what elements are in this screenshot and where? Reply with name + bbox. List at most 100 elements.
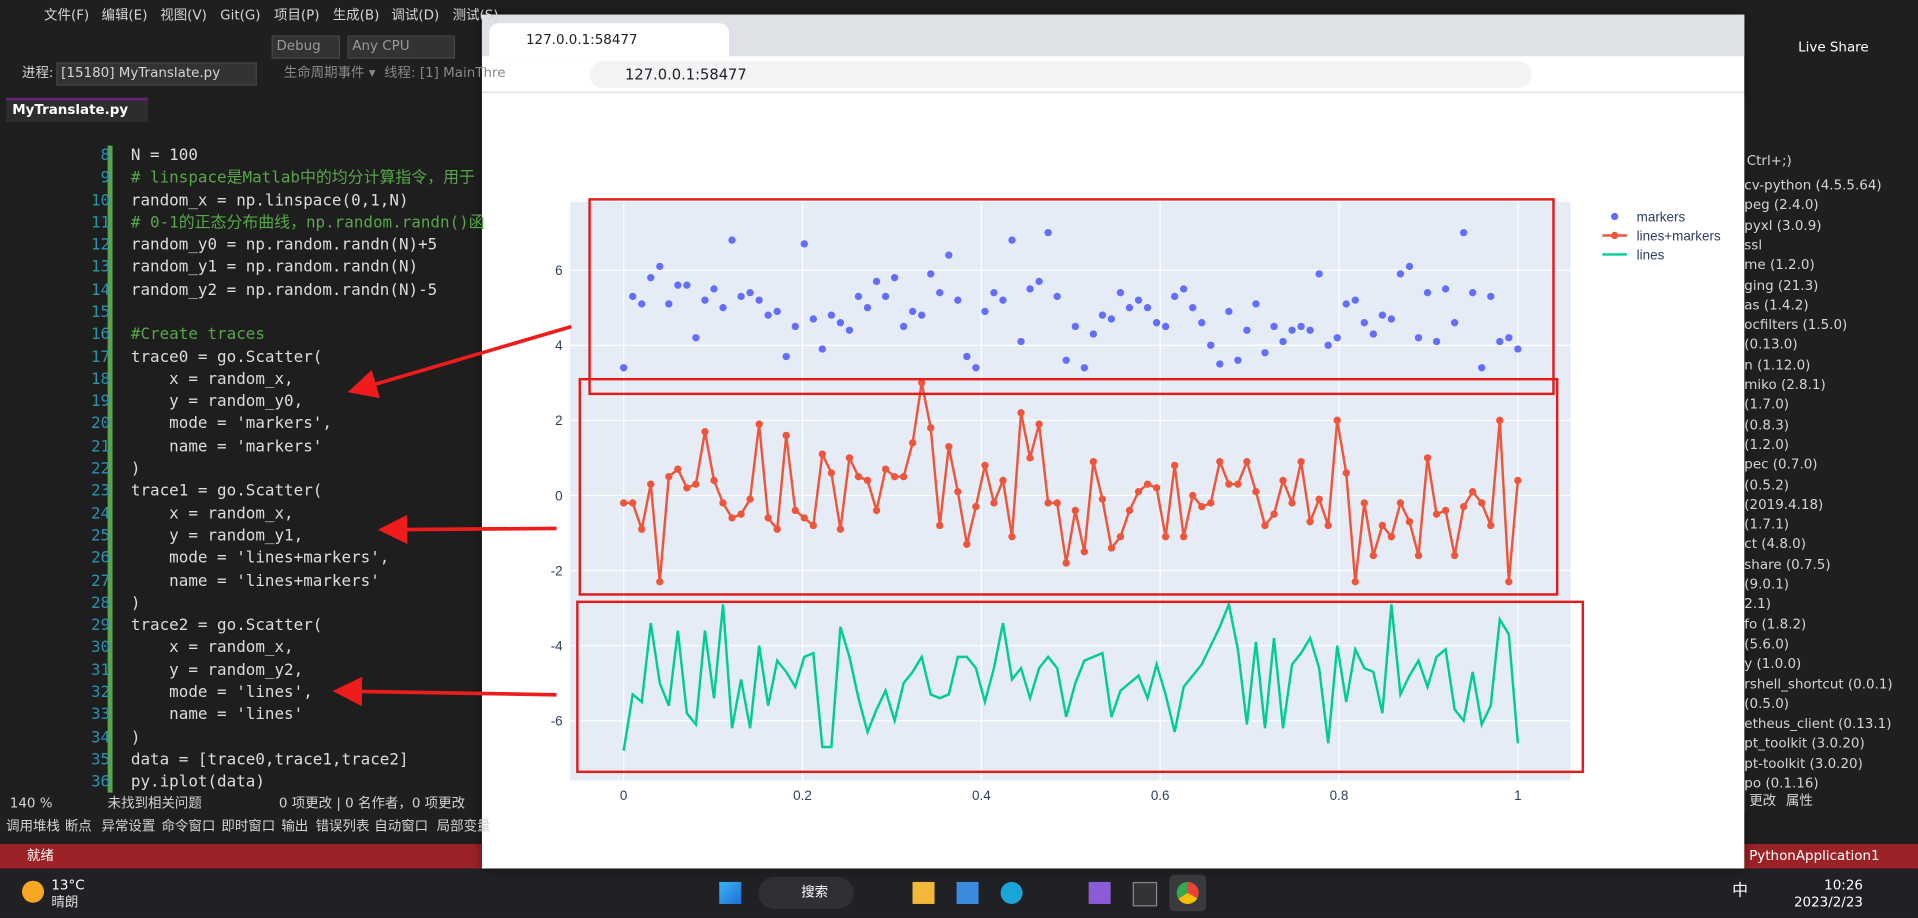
package: (0.5.2) [1744, 476, 1790, 493]
bottom-tab[interactable]: 调用堆栈 [6, 818, 60, 835]
point [755, 420, 763, 428]
project: PythonApplication1 [1749, 847, 1880, 864]
point [1496, 416, 1504, 425]
point [1008, 236, 1016, 244]
menu-item[interactable]: 生成(B) [332, 7, 380, 24]
menu-item[interactable]: 视图(V) [160, 7, 207, 24]
line-number: 13 [90, 258, 111, 277]
search: 搜索 [801, 884, 829, 901]
point [1450, 551, 1459, 560]
point [773, 525, 781, 533]
search-pill[interactable] [758, 877, 854, 909]
point [1423, 454, 1432, 462]
menu-item[interactable]: Git(G) [220, 7, 261, 24]
vs-config-box[interactable] [271, 35, 341, 59]
y-tick-label: 2 [555, 413, 562, 428]
point [1143, 480, 1152, 488]
point [845, 454, 854, 462]
package: as (1.4.2) [1744, 296, 1809, 313]
package: y (1.0.0) [1744, 655, 1802, 672]
point [1378, 311, 1387, 319]
point [1487, 521, 1495, 530]
menu-item[interactable]: 调试(D) [391, 7, 440, 24]
line-number: 22 [90, 459, 111, 479]
point [1324, 521, 1332, 530]
point [908, 307, 917, 316]
package: rshell_shortcut (0.0.1) [1744, 675, 1893, 692]
vs-platform-box[interactable] [347, 35, 456, 59]
menu-item[interactable]: 编辑(E) [101, 7, 148, 24]
point [1369, 330, 1378, 338]
code-line: N = 100 [130, 146, 198, 166]
app-icon[interactable] [912, 881, 935, 904]
point [1261, 521, 1269, 530]
point [1297, 322, 1305, 331]
point [881, 465, 890, 473]
status: 就绪 [26, 847, 54, 864]
bottom-tab[interactable]: 自动窗口 [374, 818, 429, 835]
point [755, 296, 763, 304]
app-icon[interactable] [1132, 881, 1158, 907]
vs-process-box[interactable] [56, 62, 257, 86]
bottom-tab[interactable]: 输出 [281, 818, 309, 835]
code-line: y = random_y2, [130, 661, 304, 680]
line-number: 35 [90, 750, 111, 770]
point [1189, 491, 1197, 500]
point [665, 472, 673, 481]
point [927, 424, 935, 432]
line-number: 34 [90, 728, 111, 747]
bottom-tab[interactable]: 局部变量 [436, 818, 491, 835]
point [791, 322, 799, 331]
point [1008, 533, 1016, 541]
point [809, 521, 817, 530]
app-icon[interactable] [956, 881, 979, 904]
point [1216, 360, 1224, 368]
point [818, 345, 827, 353]
panel-tab: 属性 [1785, 792, 1813, 809]
start-icon[interactable] [719, 881, 742, 904]
point [1360, 499, 1368, 507]
live-share[interactable]: Live Share [1798, 39, 1869, 56]
point [1089, 457, 1098, 466]
point [1342, 469, 1350, 477]
menu-item[interactable]: 文件(F) [44, 7, 90, 24]
point [1414, 551, 1423, 560]
bottom-tab[interactable]: 断点 [64, 818, 92, 835]
package: ct (4.8.0) [1744, 536, 1806, 553]
point [963, 540, 971, 548]
point [972, 364, 980, 372]
app-icon[interactable] [1088, 881, 1111, 904]
app-icon[interactable] [1000, 881, 1023, 904]
tab-title: MyTranslate.py [12, 101, 129, 118]
line-number: 9 [100, 169, 111, 188]
zoom: 140 % [9, 795, 53, 811]
menu-item[interactable]: 项目(P) [273, 7, 320, 24]
code-line: # 0-1的正态分布曲线，np.random.randn()函 [130, 213, 485, 233]
vs-active-tab[interactable] [6, 97, 149, 124]
point [936, 289, 944, 297]
point [1270, 322, 1278, 331]
package: (1.2.0) [1744, 436, 1790, 453]
package: (5.6.0) [1744, 635, 1790, 652]
plot-area [570, 201, 1571, 781]
point [1116, 289, 1125, 297]
point [1053, 292, 1061, 301]
point [1252, 488, 1260, 496]
point [863, 476, 872, 485]
menu-item[interactable]: 测试(S) [452, 7, 499, 24]
browser-tab[interactable] [489, 23, 730, 57]
code-line: name = 'lines+markers' [130, 571, 380, 591]
bottom-tab[interactable]: 错误列表 [315, 818, 370, 835]
bottom-tab[interactable]: 异常设置 [101, 818, 156, 835]
line-number: 10 [90, 191, 111, 210]
line-number: 28 [90, 594, 111, 613]
x-tick-label: 0.6 [1151, 788, 1170, 803]
chrome-icon[interactable] [1176, 881, 1199, 904]
point [1306, 326, 1314, 334]
address-bar[interactable] [589, 61, 1532, 89]
bottom-tab[interactable]: 即时窗口 [221, 818, 276, 835]
point [1387, 315, 1396, 323]
bottom-tab[interactable]: 命令窗口 [161, 818, 216, 835]
point [1152, 484, 1161, 492]
weather-icon [22, 880, 45, 903]
